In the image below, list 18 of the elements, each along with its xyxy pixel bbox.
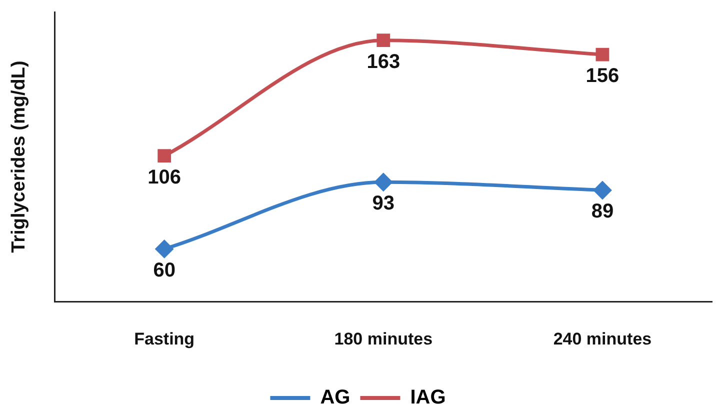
point: [594, 181, 612, 199]
x-tick-label: 240 minutes: [553, 329, 652, 348]
data-label: 93: [372, 192, 395, 215]
data-label: 60: [153, 259, 176, 282]
point: [596, 48, 610, 62]
legend-label: AG: [320, 386, 350, 409]
data-label: 106: [148, 166, 182, 188]
data-label: 156: [586, 65, 620, 88]
point: [376, 34, 390, 48]
point: [156, 240, 174, 258]
point: [374, 173, 392, 191]
legend-label: IAG: [410, 386, 446, 409]
y-axis-title: Triglycerides (mg/dL): [8, 60, 30, 253]
data-label: 163: [366, 50, 400, 73]
x-tick-label: 180 minutes: [334, 329, 433, 348]
x-tick-label: Fasting: [134, 329, 195, 348]
point: [158, 149, 172, 162]
data-label: 89: [591, 200, 614, 223]
